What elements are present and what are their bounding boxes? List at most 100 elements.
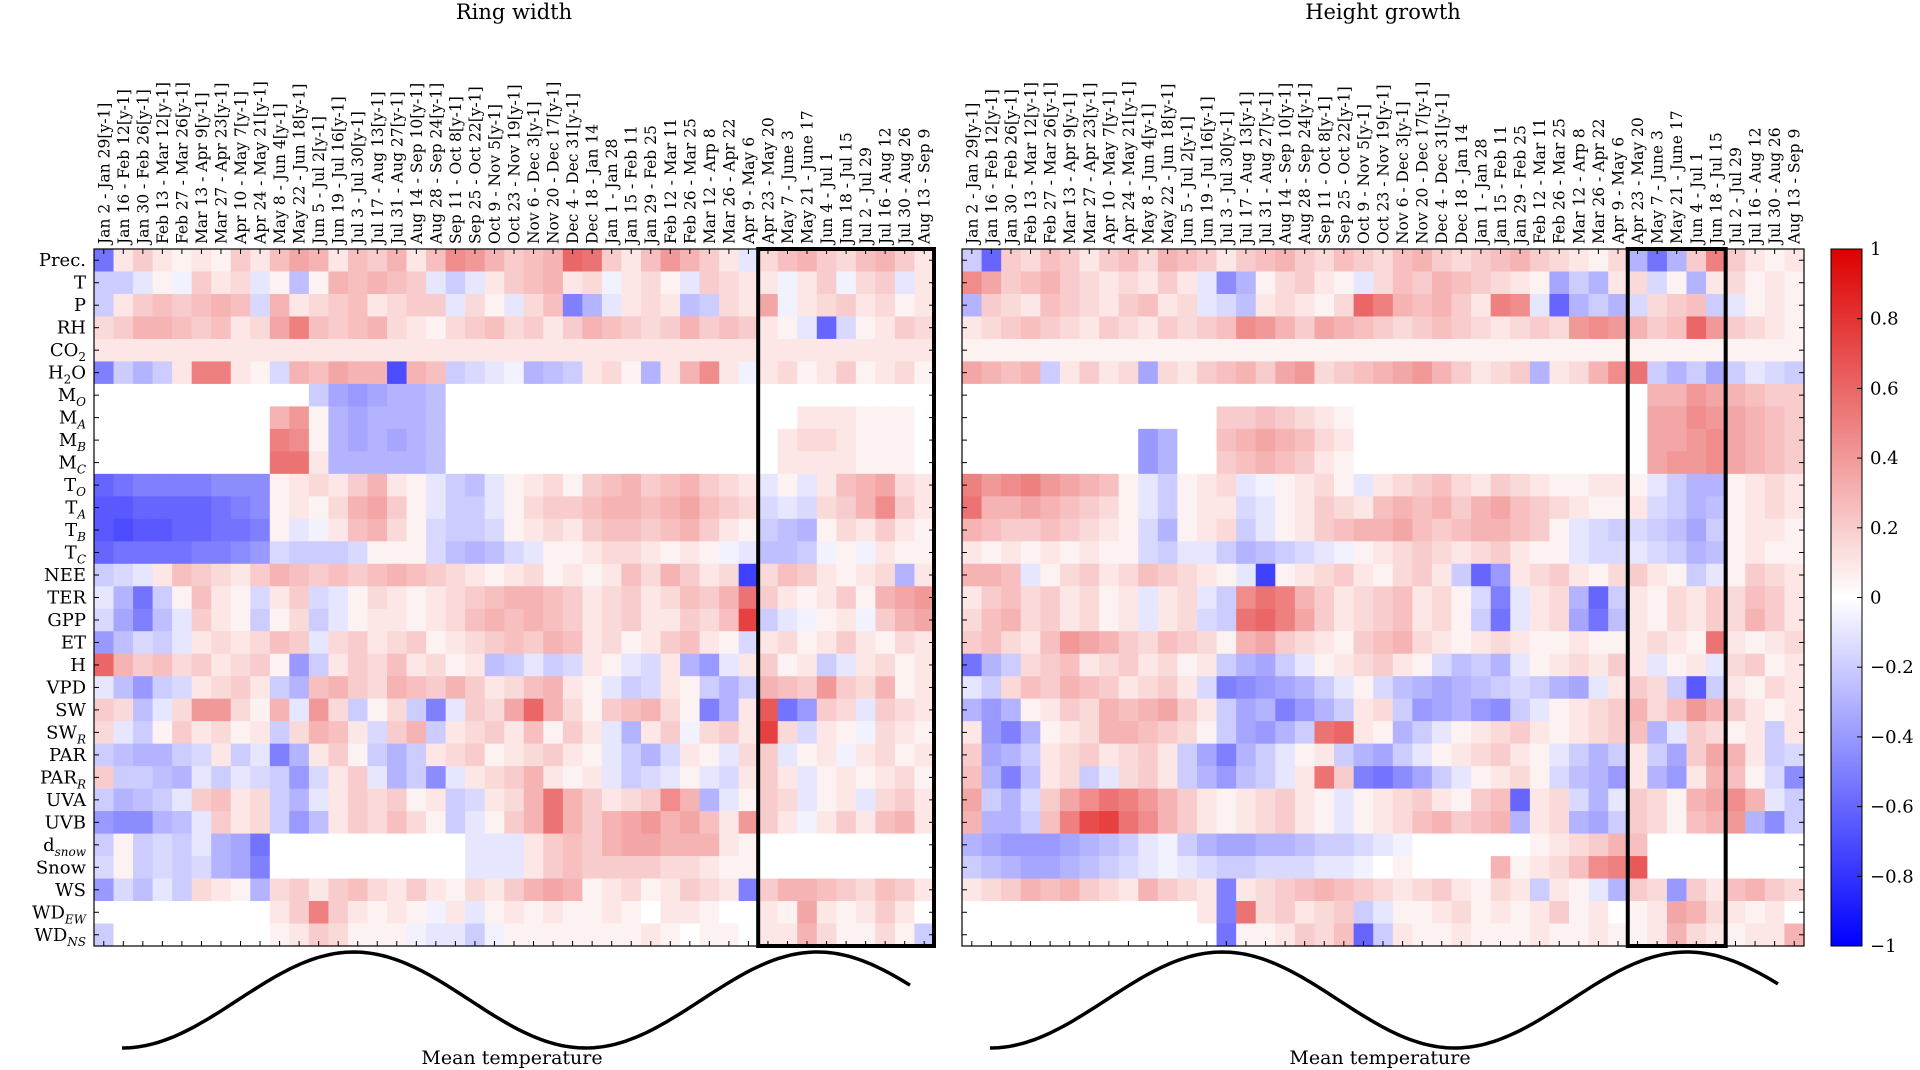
heatmap-cell bbox=[308, 676, 330, 700]
heatmap-cell bbox=[367, 406, 388, 430]
heatmap-cell bbox=[152, 721, 173, 745]
heatmap-cell bbox=[387, 743, 408, 767]
heatmap-cell bbox=[406, 383, 427, 407]
heatmap-cell bbox=[1118, 631, 1139, 655]
heatmap-cell bbox=[1138, 271, 1159, 295]
heatmap-cell bbox=[1666, 878, 1688, 902]
column-label: Jan 29 - Feb 25 bbox=[1512, 125, 1530, 246]
heatmap-cell bbox=[347, 316, 369, 340]
heatmap-cell bbox=[1490, 766, 1511, 790]
heatmap-cell bbox=[1255, 293, 1276, 318]
heatmap-cell bbox=[836, 788, 857, 812]
heatmap-cell bbox=[504, 631, 525, 655]
heatmap-cell bbox=[758, 451, 779, 475]
heatmap-cell bbox=[1392, 338, 1413, 363]
heatmap-cell bbox=[328, 833, 349, 857]
heatmap-cell bbox=[1647, 923, 1668, 947]
heatmap-cell bbox=[758, 608, 779, 632]
heatmap-cell bbox=[1725, 743, 1746, 767]
heatmap-cell bbox=[1196, 249, 1218, 273]
heatmap-cell bbox=[1177, 473, 1198, 497]
heatmap-cell bbox=[1079, 271, 1100, 295]
heatmap-cell bbox=[406, 496, 427, 520]
heatmap-cell bbox=[738, 361, 759, 385]
heatmap-cell bbox=[523, 383, 544, 407]
heatmap-cell bbox=[1666, 316, 1688, 340]
heatmap-cell bbox=[914, 496, 935, 520]
heatmap-cell bbox=[1706, 856, 1727, 880]
heatmap-cell bbox=[699, 428, 720, 452]
heatmap-cell bbox=[1549, 473, 1570, 497]
heatmap-cell bbox=[1529, 383, 1551, 407]
heatmap-cell bbox=[660, 496, 681, 520]
heatmap-cell bbox=[426, 698, 447, 722]
heatmap-cell bbox=[1099, 653, 1120, 677]
heatmap-cell bbox=[465, 676, 486, 700]
heatmap-cell bbox=[1490, 721, 1511, 745]
heatmap-cell bbox=[914, 406, 935, 430]
heatmap-cell bbox=[699, 361, 720, 385]
heatmap-cell bbox=[621, 338, 642, 363]
heatmap-cell bbox=[504, 653, 525, 677]
heatmap-cell bbox=[1334, 766, 1355, 790]
heatmap-cell bbox=[640, 676, 662, 700]
heatmap-cell bbox=[230, 676, 251, 700]
heatmap-cell bbox=[1745, 383, 1766, 407]
heatmap-cell bbox=[230, 383, 251, 407]
heatmap-cell bbox=[1353, 676, 1374, 700]
heatmap-cell bbox=[1549, 338, 1570, 363]
heatmap-cell bbox=[406, 428, 427, 452]
heatmap-cell bbox=[1686, 811, 1707, 835]
heatmap-cell bbox=[1353, 271, 1374, 295]
heatmap-cell bbox=[484, 563, 505, 587]
heatmap-cell bbox=[367, 473, 388, 497]
heatmap-cell bbox=[640, 698, 662, 722]
row-label: Prec. bbox=[39, 250, 86, 271]
heatmap-cell bbox=[1764, 338, 1786, 363]
heatmap-cell bbox=[1373, 451, 1394, 475]
heatmap-cell bbox=[1471, 563, 1492, 587]
heatmap-cell bbox=[172, 271, 193, 295]
heatmap-cell bbox=[445, 406, 466, 430]
heatmap-cell bbox=[1157, 856, 1178, 880]
heatmap-cell bbox=[1569, 586, 1590, 610]
heatmap-cell bbox=[523, 428, 544, 452]
heatmap-cell bbox=[777, 518, 798, 542]
heatmap-cell bbox=[680, 338, 701, 363]
heatmap-cell bbox=[777, 631, 798, 655]
heatmap-cell bbox=[191, 338, 212, 363]
heatmap-cell bbox=[582, 316, 603, 340]
heatmap-cell bbox=[1686, 338, 1707, 363]
heatmap-cell bbox=[1666, 496, 1688, 520]
heatmap-cell bbox=[347, 496, 369, 520]
heatmap-cell bbox=[465, 451, 486, 475]
heatmap-cell bbox=[1647, 361, 1668, 385]
heatmap-cell bbox=[601, 878, 623, 902]
heatmap-cell bbox=[1412, 451, 1433, 475]
heatmap-cell bbox=[133, 338, 154, 363]
heatmap-cell bbox=[1510, 316, 1531, 340]
heatmap-cell bbox=[1020, 563, 1041, 587]
heatmap-cell bbox=[699, 743, 720, 767]
heatmap-cell bbox=[1157, 406, 1178, 430]
heatmap-cell bbox=[113, 473, 134, 497]
heatmap-cell bbox=[387, 653, 408, 677]
heatmap-cell bbox=[1196, 676, 1218, 700]
heatmap-cell bbox=[1334, 698, 1355, 722]
heatmap-cell bbox=[250, 878, 271, 902]
heatmap-cell bbox=[1588, 518, 1609, 542]
heatmap-cell bbox=[1353, 541, 1374, 565]
heatmap-cell bbox=[1784, 856, 1805, 880]
heatmap-cell bbox=[1099, 518, 1120, 542]
heatmap-cell bbox=[269, 653, 290, 677]
heatmap-cell bbox=[1236, 901, 1257, 925]
heatmap-cell bbox=[1569, 856, 1590, 880]
heatmap-cell bbox=[1784, 743, 1805, 767]
heatmap-cell bbox=[1471, 698, 1492, 722]
heatmap-cell bbox=[562, 676, 583, 700]
heatmap-cell bbox=[1040, 361, 1061, 385]
heatmap-cell bbox=[1784, 698, 1805, 722]
heatmap-cell bbox=[504, 811, 525, 835]
heatmap-cell bbox=[1255, 856, 1276, 880]
heatmap-cell bbox=[1157, 721, 1178, 745]
